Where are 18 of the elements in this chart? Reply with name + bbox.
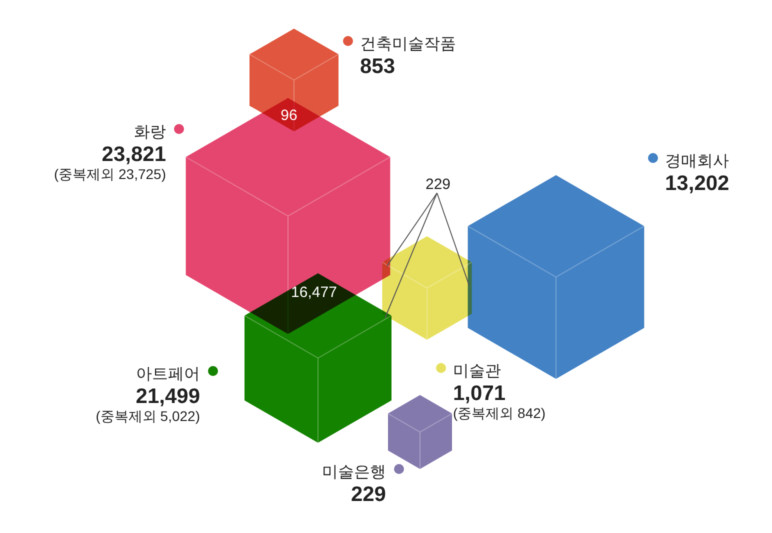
data-label: 1,071 [453,382,506,405]
data-label: (중복제외 842) [453,405,546,421]
category-label: 미술은행 [322,464,386,481]
category-label: 미술관 [453,363,501,380]
text: 16,477 [291,284,337,301]
text: 229 [425,176,451,193]
text: 96 [280,107,298,124]
data-label: 13,202 [665,172,730,195]
data-label: 229 [350,483,386,506]
data-label: (중복제외 5,022) [96,408,200,424]
category-label: 아트페어 [136,366,200,383]
data-label: 21,499 [136,385,200,408]
data-label: (중복제외 23,725) [54,166,166,182]
data-label: 853 [360,55,396,78]
category-label: 화랑 [134,124,166,141]
data-label: 23,821 [102,143,166,166]
category-label: 경매회사 [665,153,729,170]
category-label: 건축미술작품 [360,36,456,53]
